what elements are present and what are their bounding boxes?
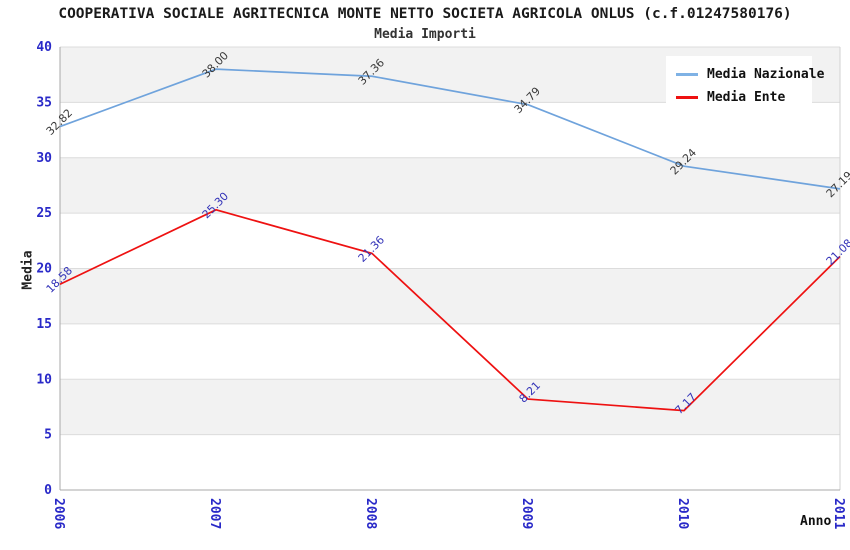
- y-tick-label: 10: [36, 372, 52, 387]
- y-tick-label: 40: [36, 40, 52, 55]
- plot-band: [60, 268, 840, 324]
- y-tick-label: 20: [36, 262, 52, 277]
- plot-band: [60, 213, 840, 269]
- chart-title: COOPERATIVA SOCIALE AGRITECNICA MONTE NE…: [58, 6, 792, 22]
- x-axis-title: Anno: [800, 514, 832, 529]
- legend-label: Media Ente: [707, 90, 786, 105]
- y-tick-label: 30: [36, 151, 52, 166]
- plot-band: [60, 323, 840, 380]
- y-tick-label: 15: [36, 317, 52, 332]
- plot-band: [60, 157, 840, 214]
- plot-band: [60, 434, 840, 490]
- legend-item-media-ente: Media Ente: [676, 86, 802, 109]
- legend-swatch-ente-icon: [676, 96, 698, 99]
- x-tick-label: 2008: [363, 498, 378, 529]
- x-tick-label: 2006: [51, 498, 66, 529]
- y-axis-title: Media: [20, 250, 36, 290]
- legend-label: Media Nazionale: [707, 67, 825, 82]
- legend: Media Nazionale Media Ente: [666, 56, 824, 116]
- series-line-media-ente: [59, 208, 841, 412]
- y-tick-label: 25: [36, 206, 52, 221]
- x-tick-label: 2010: [675, 498, 690, 529]
- y-tick-label: 0: [44, 483, 52, 498]
- legend-swatch-nazionale-icon: [676, 73, 698, 76]
- y-tick-label: 5: [44, 428, 52, 443]
- series-line-media-nazionale: [59, 68, 841, 190]
- legend-item-media-nazionale: Media Nazionale: [676, 63, 824, 86]
- x-tick-label: 2007: [207, 498, 222, 529]
- y-tick-label: 35: [36, 95, 52, 110]
- plot-band: [60, 379, 840, 435]
- x-tick-label: 2009: [519, 498, 534, 529]
- chart-subtitle: Media Importi: [374, 27, 476, 42]
- x-tick-label: 2011: [831, 498, 846, 529]
